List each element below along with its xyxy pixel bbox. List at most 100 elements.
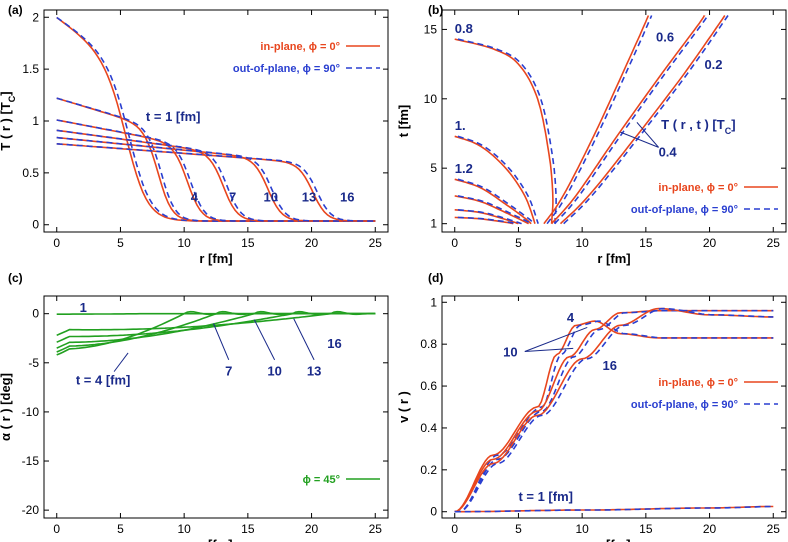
curve-pointer <box>253 319 276 361</box>
x-tick-label: 5 <box>117 522 124 536</box>
x-tick-label: 10 <box>575 236 589 250</box>
y-tick-label: 10 <box>424 92 438 106</box>
contour-line-in-plane-0.2 <box>559 15 726 225</box>
series-line-out-of-plane-t=16 <box>56 143 376 222</box>
y-tick-label: 0.8 <box>420 337 437 351</box>
x-tick-label: 15 <box>639 236 653 250</box>
y-tick-label: 0.5 <box>22 166 39 180</box>
curve-annotation: 7 <box>229 190 236 205</box>
y-axis-label: v ( r ) <box>396 391 411 423</box>
x-tick-label: 0 <box>53 236 60 250</box>
curve-annotation: 13 <box>302 190 316 205</box>
contour-line-out-of-plane-1.2 <box>457 178 535 225</box>
curve-annotation: t = 1 [fm] <box>518 489 573 504</box>
series-line-out-of-plane-t=13 <box>56 136 376 222</box>
x-axis-label: r [fm] <box>199 251 232 266</box>
contour-label: 1.2 <box>455 161 473 176</box>
plot-frame <box>43 295 389 519</box>
series-line-in-plane-t=16 <box>56 143 376 222</box>
series-line-in-plane-t=10 <box>56 129 376 222</box>
contour-line-in-plane-1.2 <box>454 178 532 225</box>
y-tick-label: -20 <box>22 503 40 517</box>
x-tick-label: 0 <box>451 236 458 250</box>
y-tick-label: -10 <box>22 405 40 419</box>
curve-annotation: 13 <box>307 364 321 379</box>
y-tick-label: 0 <box>32 218 39 232</box>
legend-label: out-of-plane, ϕ = 90° <box>631 204 738 216</box>
x-tick-label: 15 <box>241 522 255 536</box>
panel-c: (c) 0 5 10 15 20 25 0 -5 -10 -15 -20 r [fm] α ( r ) [… <box>0 271 389 542</box>
y-tick-label: 0 <box>430 505 437 519</box>
contour-pointer <box>636 122 659 148</box>
contour-line-out-of-plane-1. <box>457 135 539 224</box>
contour-line-out-of-plane-0.6 <box>546 15 653 225</box>
x-tick-label: 5 <box>515 522 522 536</box>
y-axis-label: α ( r ) [deg] <box>0 373 13 441</box>
panel-label: (c) <box>8 271 23 285</box>
x-tick-label: 25 <box>369 236 383 250</box>
x-tick-label: 15 <box>241 236 255 250</box>
series-line-out-of-plane-t=1 <box>454 505 774 513</box>
y-tick-label: 1.5 <box>22 62 39 76</box>
x-tick-label: 5 <box>117 236 124 250</box>
contour-line-out-of-plane-1.6 <box>457 209 522 225</box>
series-line-out-of-plane-t=16 <box>454 307 774 513</box>
contour-pointer <box>620 131 659 148</box>
y-tick-label: 5 <box>430 161 437 175</box>
panel-d: (d) 0 5 10 15 20 25 0 0.2 0.4 0.6 0.8 1 r [fm] v ( r )… <box>396 271 787 542</box>
curve-annotation: 10 <box>503 345 517 360</box>
contour-line-in-plane-0.4 <box>550 15 706 225</box>
curve-annotation-t1: t = 1 [fm] <box>146 109 201 124</box>
panel-label: (b) <box>428 3 443 17</box>
contour-line-out-of-plane-1.8 <box>457 216 517 225</box>
contour-label: 0.8 <box>455 21 473 36</box>
y-tick-label: -15 <box>22 454 40 468</box>
y-tick-label: -5 <box>28 356 39 370</box>
curve-pointer <box>524 347 574 352</box>
x-axis-label: r [fm] <box>199 537 232 542</box>
y-tick-label: 2 <box>32 10 39 24</box>
legend-label: ϕ = 45° <box>303 474 340 486</box>
curve-annotation: 10 <box>264 190 278 205</box>
title-annotation-part: C <box>725 126 732 136</box>
legend-label: out-of-plane, ϕ = 90° <box>631 399 738 411</box>
curve-annotation: 10 <box>267 364 281 379</box>
contour-line-in-plane-0.6 <box>543 15 650 225</box>
x-tick-label: 25 <box>767 236 781 250</box>
y-tick-label: 0.6 <box>420 379 437 393</box>
y-axis-label-part: t [fm] <box>396 105 411 138</box>
y-tick-label: 0.4 <box>420 421 437 435</box>
y-tick-label: 1 <box>430 295 437 309</box>
series-line-out-of-plane-t=4 <box>56 97 376 222</box>
contour-line-in-plane-0.8 <box>454 38 554 224</box>
x-tick-label: 20 <box>305 236 319 250</box>
panel-label: (a) <box>8 3 23 17</box>
curve-annotation: 1 <box>80 300 87 315</box>
curve-annotation: 4 <box>191 190 199 205</box>
y-tick-label: 1 <box>32 114 39 128</box>
y-tick-label: 15 <box>424 22 438 36</box>
series-line-t=16 <box>56 310 376 337</box>
contour-label: 0.4 <box>659 145 678 160</box>
x-tick-label: 10 <box>575 522 589 536</box>
curve-pointer <box>113 352 129 372</box>
title-annotation-part: ] <box>731 117 735 132</box>
x-tick-label: 25 <box>369 522 383 536</box>
curve-pointer <box>524 326 588 352</box>
contour-line-out-of-plane-1.4 <box>457 195 533 225</box>
x-tick-label: 20 <box>305 522 319 536</box>
contour-label: 1. <box>455 118 466 133</box>
x-axis-label: r [fm] <box>597 251 630 266</box>
contour-label: 0.6 <box>656 29 674 44</box>
y-axis-label: t [fm] <box>396 105 411 138</box>
legend-label: out-of-plane, ϕ = 90° <box>233 63 340 75</box>
plot-frame <box>441 9 787 233</box>
panel-label: (d) <box>428 271 443 285</box>
series-line-in-plane-t=4 <box>454 320 774 513</box>
curve-annotation: 16 <box>603 358 617 373</box>
legend-label: in-plane, ϕ = 0° <box>260 41 340 53</box>
curve-annotation: 16 <box>327 336 341 351</box>
x-tick-label: 5 <box>515 236 522 250</box>
